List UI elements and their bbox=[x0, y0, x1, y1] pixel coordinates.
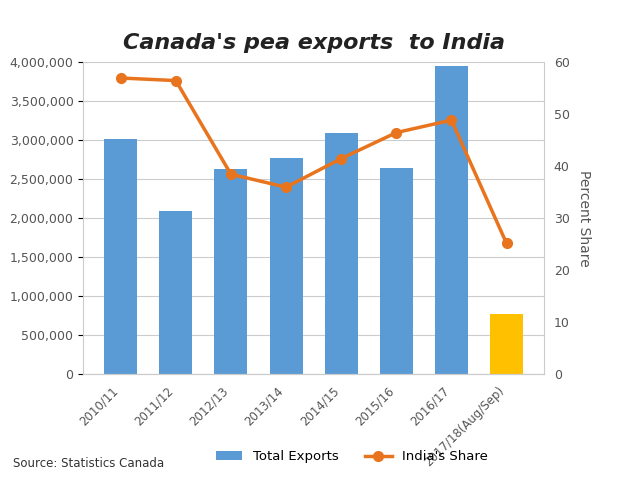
Y-axis label: Percent Share: Percent Share bbox=[577, 170, 591, 267]
Bar bbox=[435, 65, 468, 374]
Bar bbox=[104, 139, 137, 374]
Bar bbox=[269, 158, 303, 374]
Bar bbox=[324, 133, 358, 374]
Bar bbox=[159, 211, 193, 374]
Text: Source: Statistics Canada: Source: Statistics Canada bbox=[13, 457, 164, 470]
Bar bbox=[380, 168, 413, 374]
Y-axis label: metric tons: metric tons bbox=[0, 179, 4, 258]
Bar bbox=[214, 169, 248, 374]
Title: Canada's pea exports  to India: Canada's pea exports to India bbox=[123, 33, 504, 52]
Legend: Total Exports, India's Share: Total Exports, India's Share bbox=[211, 445, 493, 468]
Bar bbox=[490, 314, 523, 374]
